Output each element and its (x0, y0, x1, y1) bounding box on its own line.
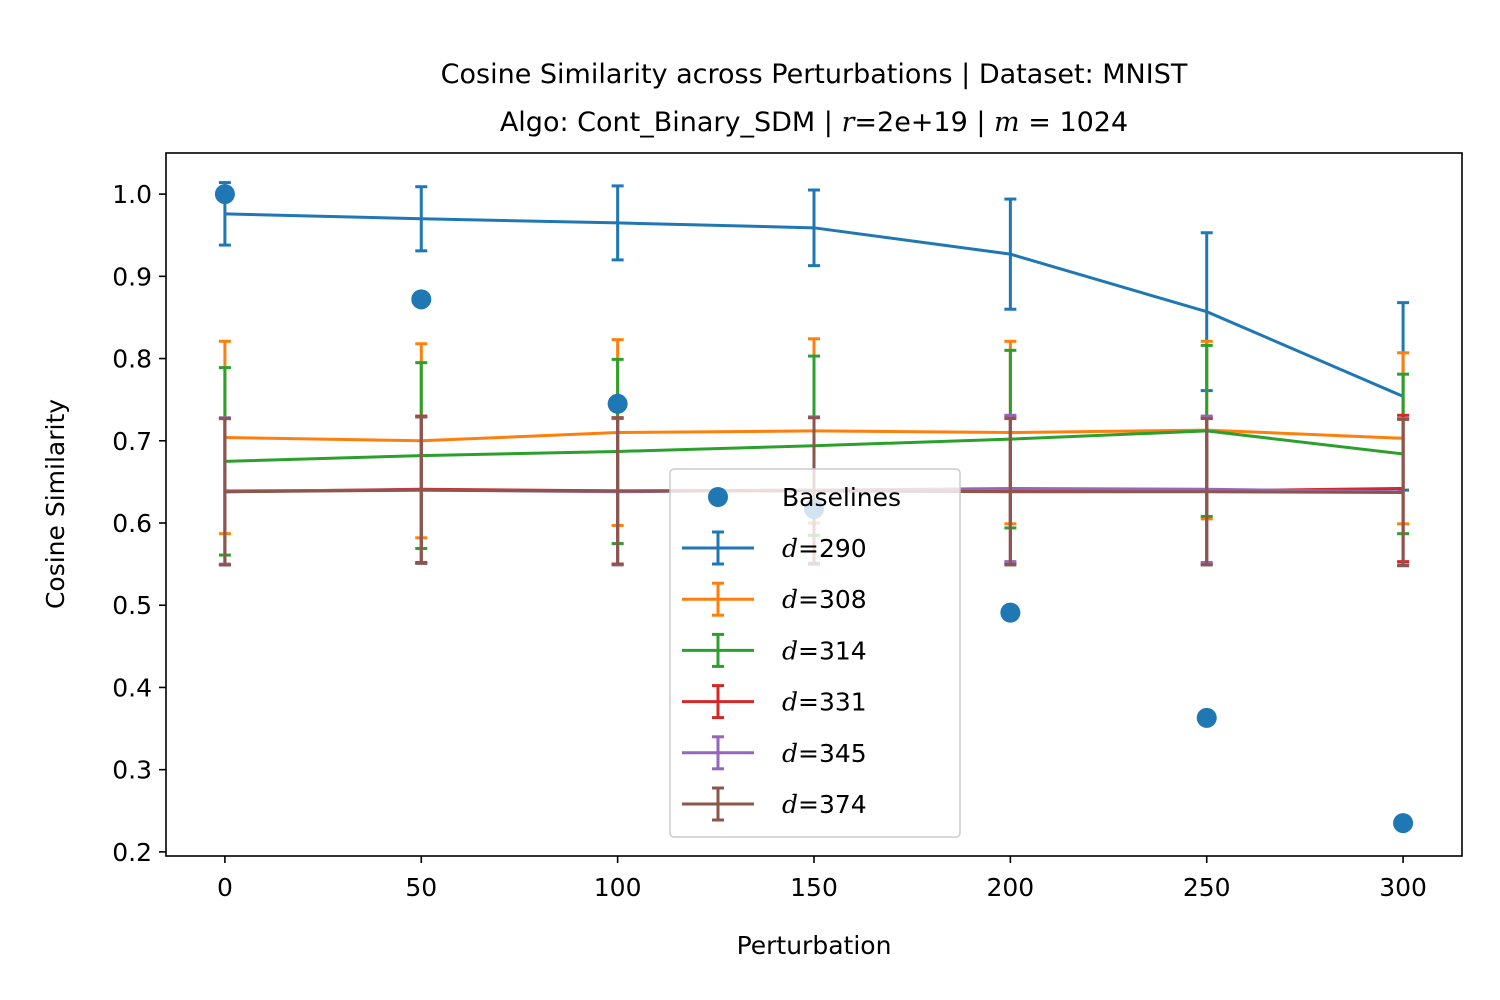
legend-label-baselines: Baselines (782, 483, 901, 512)
series-layer (218, 181, 1410, 568)
x-tick-label: 100 (594, 873, 642, 902)
baseline-point (214, 184, 235, 205)
tick-layer: 0 50 100 150 200 250 300 0.2 0.3 0.4 0.5 0.6 0.7 0.8 0… (112, 180, 1427, 902)
x-tick-label: 250 (1183, 873, 1231, 902)
y-tick-label: 0.7 (112, 427, 152, 456)
y-tick-label: 0.5 (112, 591, 152, 620)
chart-title-line2: Algo: Cont_Binary_SDM | r=2e+19 | m = 10… (500, 107, 1128, 138)
x-tick-label: 200 (987, 873, 1035, 902)
chart-title-line1: Cosine Similarity across Perturbations |… (441, 59, 1188, 90)
x-tick-label: 0 (217, 873, 233, 902)
series-line (224, 212, 1404, 398)
plot-frame (165, 152, 1463, 857)
legend-label: d=308 (782, 585, 867, 614)
y-tick-label: 0.2 (112, 838, 152, 867)
baseline-point (607, 393, 628, 414)
x-tick-label: 50 (405, 873, 437, 902)
y-tick-label: 1.0 (112, 180, 152, 209)
legend-label: d=331 (782, 688, 867, 717)
baseline-point (411, 289, 432, 310)
x-tick-label: 300 (1379, 873, 1427, 902)
legend-marker-baselines (708, 487, 728, 507)
legend-label: d=314 (782, 636, 867, 665)
y-tick-label: 0.4 (112, 673, 152, 702)
x-axis-label: Perturbation (737, 931, 892, 960)
baseline-point (1393, 813, 1414, 834)
y-tick-label: 0.9 (112, 262, 152, 291)
baseline-point (1000, 602, 1021, 623)
legend: Baselines d=290 d=308 d=314 d=331 d=345 d=374 (669, 468, 961, 838)
baseline-point (1196, 707, 1217, 728)
legend-label: d=290 (782, 534, 867, 563)
y-tick-label: 0.3 (112, 756, 152, 785)
y-tick-label: 0.8 (112, 345, 152, 374)
y-axis-label: Cosine Similarity (41, 399, 70, 609)
legend-label: d=374 (782, 790, 867, 819)
legend-label: d=345 (782, 739, 867, 768)
legend-items: Baselines d=290 d=308 d=314 d=331 d=345 d=374 (682, 483, 901, 822)
legend-frame (669, 468, 961, 838)
x-tick-label: 150 (790, 873, 838, 902)
y-tick-label: 0.6 (112, 509, 152, 538)
